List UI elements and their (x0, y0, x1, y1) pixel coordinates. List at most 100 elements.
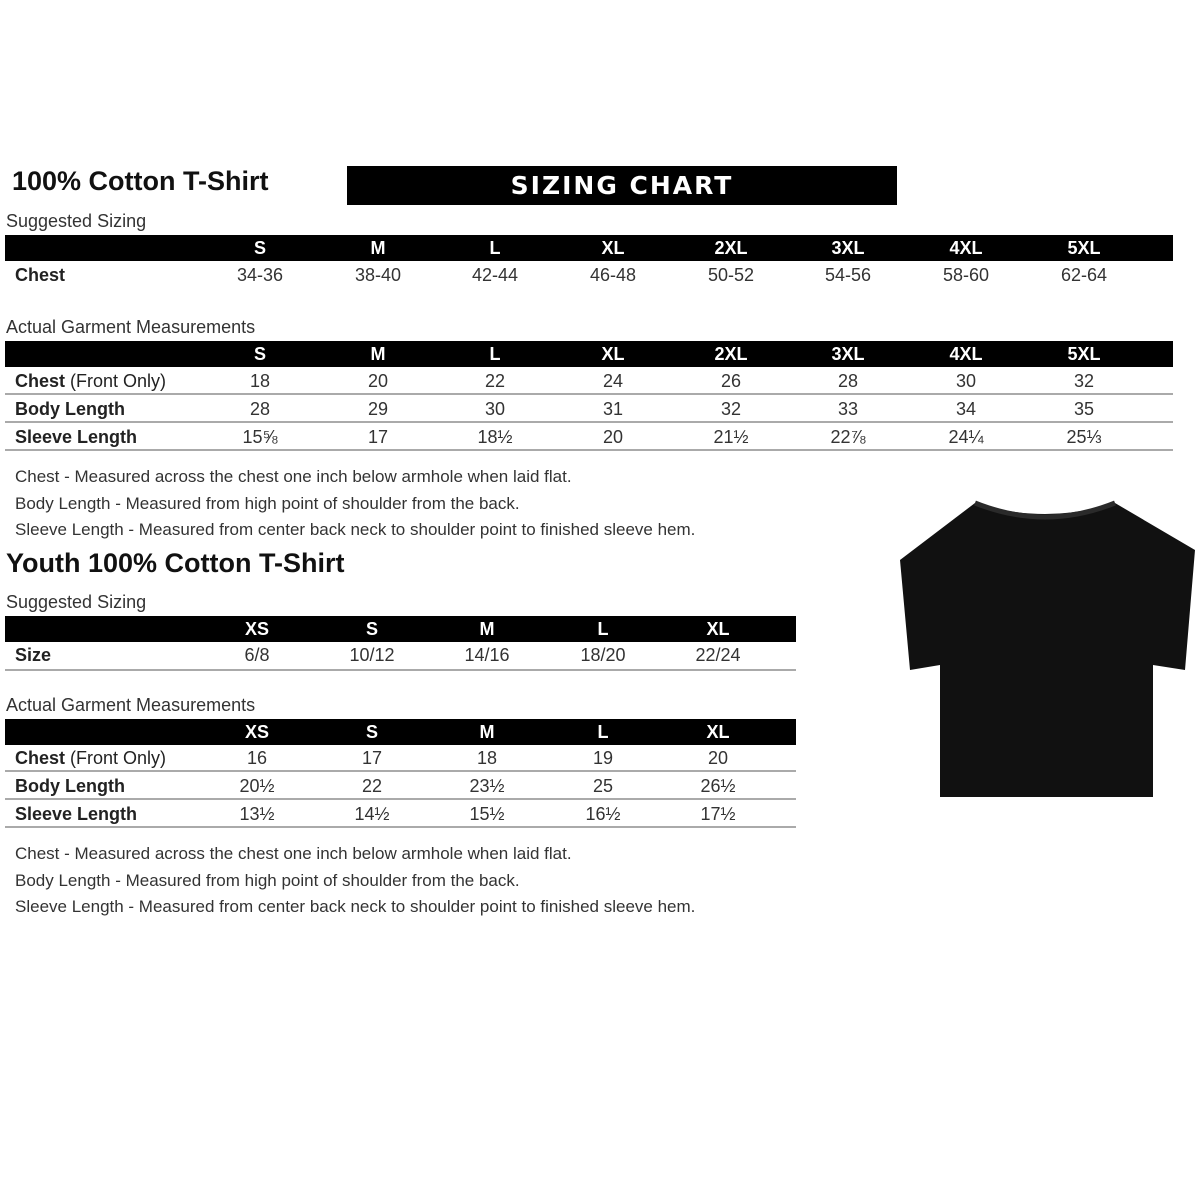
adult-note: Sleeve Length - Measured from center bac… (15, 520, 696, 539)
cell-value: 24¼ (948, 427, 984, 447)
row-label-text: Sleeve Length (15, 804, 138, 824)
cell-value: 46-48 (589, 265, 637, 285)
size-header: 4XL (949, 344, 983, 364)
cell-value: 20½ (239, 776, 275, 796)
size-header: XL (601, 344, 625, 364)
row-label-text: Sleeve Length (15, 427, 138, 447)
cell-value: 13½ (239, 804, 275, 824)
size-header: S (253, 238, 267, 258)
size-header: 5XL (1067, 238, 1101, 258)
cell-value: 18/20 (580, 645, 626, 665)
cell-value: 15⅝ (242, 427, 278, 447)
cell-value: 6/8 (244, 645, 270, 665)
youth-actual-header: XS S M L XL (5, 719, 796, 745)
cell-value: 33 (837, 399, 859, 419)
cell-value: 18½ (477, 427, 513, 447)
cell-value: 28 (837, 371, 859, 391)
cell-value: 20 (367, 371, 389, 391)
cell-value: 25⅓ (1066, 427, 1102, 447)
size-header: L (489, 344, 501, 364)
black-tshirt-icon (900, 500, 1195, 797)
adult-chest-row: Chest 34-36 38-40 42-44 46-48 50-52 54-56 58-60… (5, 261, 1173, 289)
row-label-text: Body Length (15, 776, 125, 796)
size-header: S (365, 619, 379, 639)
row-label: Chest (Front Only) (15, 367, 166, 395)
cell-value: 26½ (700, 776, 736, 796)
size-header: L (597, 722, 609, 742)
cell-value: 21½ (713, 427, 749, 447)
size-header: 3XL (831, 238, 865, 258)
size-header: M (370, 344, 386, 364)
adult-note: Body Length - Measured from high point o… (15, 493, 520, 513)
cell-value: 26 (720, 371, 742, 391)
cell-value: 34-36 (236, 265, 284, 285)
cell-value: 62-64 (1060, 265, 1108, 285)
row-label-text: Body Length (15, 399, 125, 419)
cell-value: 24 (602, 371, 624, 391)
cell-value: 18 (249, 371, 271, 391)
cell-value: 18 (476, 748, 498, 768)
youth-suggested-header: XS S M L XL (5, 616, 796, 642)
row-label-text: Size (15, 645, 52, 665)
adult-actual-header: S M L XL 2XL 3XL 4XL 5XL (5, 341, 1173, 367)
row-label: Body Length (15, 395, 125, 423)
youth-size-row: Size 6/8 10/12 14/16 18/20 22/24 (5, 641, 796, 671)
cell-value: 31 (602, 399, 624, 419)
youth-suggested-label: Suggested Sizing (6, 592, 147, 612)
size-header: M (370, 238, 386, 258)
youth-title: Youth 100% Cotton T-Shirt (6, 548, 345, 578)
row-label: Chest (Front Only) (15, 744, 166, 772)
row-label: Size (15, 641, 51, 669)
cell-value: 20 (707, 748, 729, 768)
size-header: L (597, 619, 609, 639)
cell-value: 50-52 (707, 265, 755, 285)
adult-measure-row: Sleeve Length 15⅝ 17 18½ 20 21½ 22⅞ 24¼ 25⅓ (5, 423, 1173, 451)
youth-measure-row: Sleeve Length 13½ 14½ 15½ 16½ 17½ (5, 800, 796, 828)
cell-value: 29 (367, 399, 389, 419)
size-header: XL (601, 238, 625, 258)
size-header: 5XL (1067, 344, 1101, 364)
youth-measure-row: Body Length 20½ 22 23½ 25 26½ (5, 772, 796, 800)
size-header: XS (244, 722, 270, 742)
size-header: XS (244, 619, 270, 639)
adult-note: Chest - Measured across the chest one in… (15, 467, 572, 486)
cell-value: 16 (246, 748, 268, 768)
cell-value: 14/16 (464, 645, 510, 665)
row-label-text: Chest (15, 371, 66, 391)
row-label: Body Length (15, 772, 125, 800)
cell-value: 38-40 (354, 265, 402, 285)
size-header: L (489, 238, 501, 258)
youth-measure-row: Chest (Front Only) 16 17 18 19 20 (5, 744, 796, 772)
size-header: 3XL (831, 344, 865, 364)
cell-value: 35 (1073, 399, 1095, 419)
cell-value: 23½ (469, 776, 505, 796)
row-label-text: Chest (15, 748, 66, 768)
cell-value: 32 (1073, 371, 1095, 391)
cell-value: 28 (249, 399, 271, 419)
cell-value: 17 (361, 748, 383, 768)
row-label-sub: (Front Only) (70, 748, 167, 768)
youth-note: Sleeve Length - Measured from center bac… (15, 897, 696, 916)
cell-value: 19 (592, 748, 614, 768)
cell-value: 42-44 (471, 265, 519, 285)
row-label: Sleeve Length (15, 423, 137, 451)
cell-value: 17 (367, 427, 389, 447)
row-label-text: Chest (15, 265, 66, 285)
cell-value: 25 (592, 776, 614, 796)
cell-value: 58-60 (942, 265, 990, 285)
adult-actual-label: Actual Garment Measurements (6, 317, 256, 337)
size-header: S (365, 722, 379, 742)
cell-value: 54-56 (824, 265, 872, 285)
youth-note: Body Length - Measured from high point o… (15, 870, 520, 890)
adult-suggested-label: Suggested Sizing (6, 211, 147, 231)
youth-note: Chest - Measured across the chest one in… (15, 844, 572, 863)
size-header: M (479, 619, 495, 639)
size-header: XL (706, 722, 730, 742)
cell-value: 22/24 (695, 645, 741, 665)
row-label: Chest (15, 261, 65, 289)
cell-value: 17½ (700, 804, 736, 824)
cell-value: 14½ (354, 804, 390, 824)
cell-value: 10/12 (349, 645, 395, 665)
cell-value: 30 (484, 399, 506, 419)
